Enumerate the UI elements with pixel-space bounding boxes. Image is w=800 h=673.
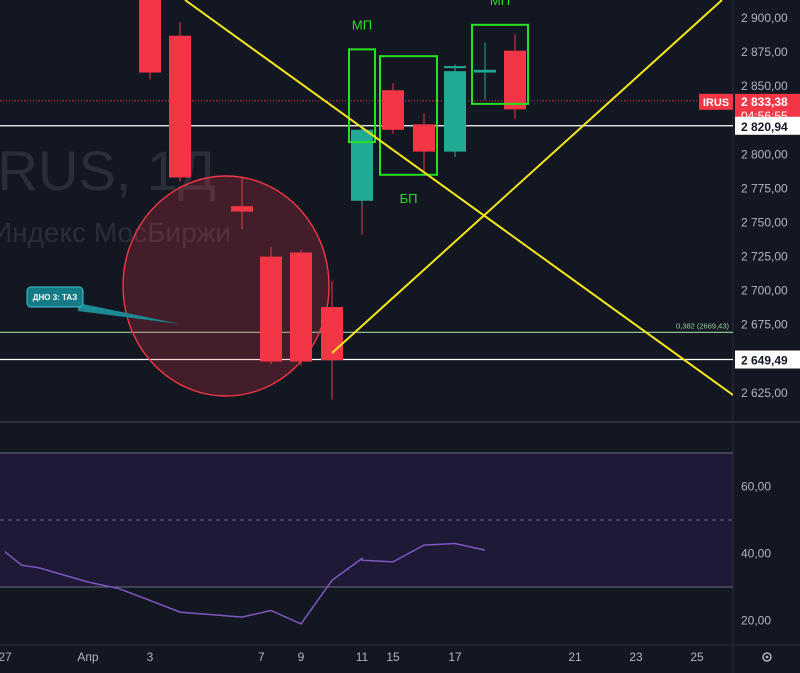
- trendline-up[interactable]: [331, 0, 723, 354]
- time-tick-label: 17: [448, 650, 462, 664]
- time-tick-label: 25: [690, 650, 704, 664]
- rsi-tick-label: 20,00: [741, 614, 771, 628]
- symbol-tag: [699, 93, 733, 110]
- time-tick-label: 3: [147, 650, 154, 664]
- candle[interactable]: [260, 247, 282, 365]
- rsi-pane[interactable]: 60,00 40,00 20,00: [4, 480, 771, 628]
- candle[interactable]: [290, 249, 312, 366]
- candle-body: [260, 256, 282, 362]
- time-tick-label: 15: [386, 650, 400, 664]
- candle-body: [413, 124, 435, 152]
- candle-body: [504, 50, 526, 110]
- price-tick-label: 2 700,00: [741, 284, 788, 298]
- gear-hub: [765, 655, 769, 659]
- price-tick-label: 2 625,00: [741, 386, 788, 400]
- symbol-tag-text: IRUS: [703, 97, 729, 109]
- gear-icon[interactable]: [762, 652, 772, 662]
- box-mp-2[interactable]: [471, 23, 529, 105]
- price-tick-label: 2 850,00: [741, 79, 788, 93]
- level-2820-tag: [735, 116, 800, 135]
- candle[interactable]: [382, 83, 404, 134]
- price-tick-label: 2 775,00: [741, 181, 788, 195]
- time-tick-label: 11: [356, 650, 369, 664]
- rsi-band-fill: [0, 453, 733, 587]
- candle[interactable]: [231, 177, 253, 230]
- main-pane[interactable]: 0,382 (2669,43) МП БП МП ДНО 3: ТАЗ: [0, 0, 733, 400]
- candle-body: [169, 35, 191, 178]
- candle-body: [444, 71, 466, 152]
- box-mp-2-label: МП: [490, 0, 510, 8]
- candle-body: [382, 90, 404, 130]
- watermark-exchange: Индекс МосБиржи: [0, 217, 231, 248]
- box-bp[interactable]: [379, 55, 438, 176]
- time-tick-label: 27: [0, 650, 12, 664]
- level-2820-text: 2 820,94: [741, 120, 788, 134]
- level-2649-text: 2 649,49: [741, 354, 788, 368]
- price-tick-label: 2 725,00: [741, 250, 788, 264]
- candle-body: [290, 252, 312, 362]
- candle-body: [474, 69, 496, 73]
- candle[interactable]: [413, 113, 435, 173]
- price-tick-label: 2 875,00: [741, 45, 788, 59]
- candle-body: [139, 0, 161, 73]
- box-mp-1-label: МП: [352, 17, 372, 32]
- fib-level-label: 0,382 (2669,43): [676, 321, 729, 330]
- price-tick-label: 2 675,00: [741, 318, 788, 332]
- candle[interactable]: [474, 42, 496, 100]
- price-axis[interactable]: 2 900,002 875,002 850,002 825,002 800,00…: [699, 11, 800, 400]
- main-plot[interactable]: 0,382 (2669,43) МП БП МП ДНО 3: ТАЗ: [0, 0, 733, 400]
- rsi-tick-label: 60,00: [741, 480, 771, 494]
- rsi-line[interactable]: [4, 542, 486, 625]
- callout-box: [26, 286, 84, 308]
- last-price-text: 2 833,38: [741, 95, 788, 109]
- candle[interactable]: [444, 64, 466, 158]
- level-2649-tag: [735, 350, 800, 369]
- trendline-down[interactable]: [184, 0, 733, 396]
- rsi-tick-label: 40,00: [741, 547, 771, 561]
- time-tick-label: 23: [629, 650, 643, 664]
- candle-body: [351, 129, 373, 201]
- candle[interactable]: [139, 0, 161, 80]
- callout-bottom-3[interactable]: ДНО 3: ТАЗ: [26, 286, 180, 324]
- time-tick-label: 7: [258, 650, 265, 664]
- candle-body: [231, 206, 253, 212]
- time-tick-label: 21: [568, 650, 582, 664]
- candle[interactable]: [351, 124, 373, 207]
- candle[interactable]: [169, 22, 191, 182]
- box-bp-label: БП: [400, 191, 418, 206]
- time-tick-label: 9: [298, 650, 305, 664]
- time-tick-label: Апр: [77, 650, 99, 664]
- callout-pointer: [78, 303, 180, 324]
- price-tick-label: 2 900,00: [741, 11, 788, 25]
- gear-ring: [762, 652, 772, 662]
- box-mp-1[interactable]: [348, 48, 376, 144]
- price-tick-label: 2 800,00: [741, 147, 788, 161]
- callout-text: ДНО 3: ТАЗ: [33, 293, 77, 302]
- time-axis[interactable]: 27Апр37911151721232529: [0, 650, 800, 664]
- price-tick-label: 2 750,00: [741, 215, 788, 229]
